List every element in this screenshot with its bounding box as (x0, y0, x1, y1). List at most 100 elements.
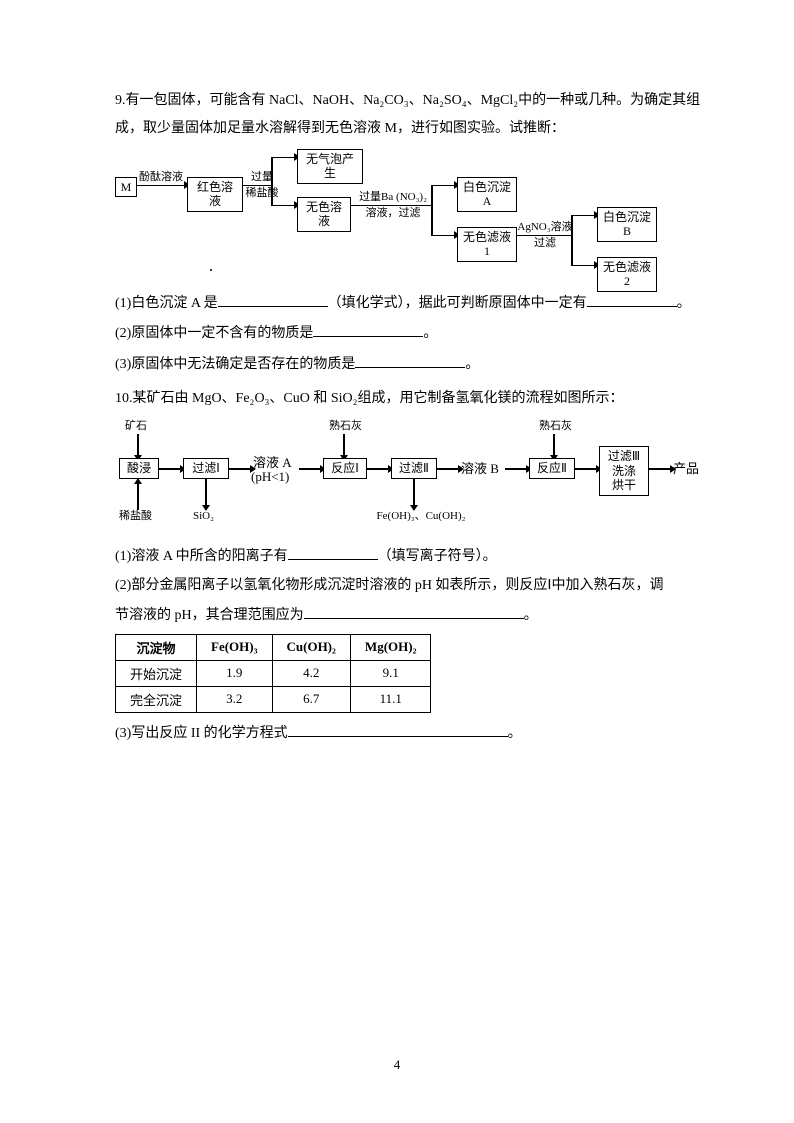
q9-albl-3a: 过量Ba (NO₃)₂ (353, 191, 433, 203)
q10-box-react1: 反应Ⅰ (323, 458, 367, 478)
q9-box-filtrate2: 无色滤液2 (597, 257, 657, 292)
q10-intro: 10.某矿石由 MgO、Fe₂O₃、CuO 和 SiO₂组成，用它制备氢氧化镁的… (115, 388, 704, 410)
q9-blank-1b[interactable] (587, 291, 677, 307)
q10-box-filter1: 过滤Ⅰ (183, 458, 229, 478)
q9-split-3 (571, 215, 573, 265)
q9-box-whiteB: 白色沉淀B (597, 207, 657, 242)
q9-arrow-7a (571, 215, 595, 217)
q10-arrow-hcl-head (134, 478, 142, 484)
q10-arrow-5 (437, 468, 459, 470)
q9-blank-3[interactable] (355, 352, 465, 368)
q10-p2b: 节溶液的 pH，其合理范围应为 (115, 608, 304, 623)
q9-blank-1a[interactable] (218, 291, 328, 307)
q9-split-2 (431, 185, 433, 235)
th1: Fe(OH)₃ (197, 634, 273, 660)
q10-solA2: (pH<1) (251, 470, 289, 484)
q9-albl-1: 酚酞溶液 (137, 171, 185, 183)
r1c1: 3.2 (197, 686, 273, 712)
q10-blank-1[interactable] (288, 544, 378, 560)
q9-box-red: 红色溶液 (187, 177, 243, 212)
q10-p2-line2: 节溶液的 pH，其合理范围应为 。 (115, 603, 704, 627)
q10-table: 沉淀物 Fe(OH)₃ Cu(OH)₂ Mg(OH)₂ 开始沉淀 1.9 4.2… (115, 634, 431, 713)
q9-p1c: 。 (677, 296, 691, 311)
q10-ore: 矿石 (125, 420, 147, 432)
q9-arrow-3b (271, 205, 295, 207)
q10-p3b: 。 (508, 726, 522, 741)
q9-p1b: （填化学式），据此可判断原固体中一定有 (328, 296, 587, 311)
q10-arrow-residue2 (413, 478, 415, 506)
q10-hcl: 稀盐酸 (119, 510, 152, 522)
q10-box-react2: 反应Ⅱ (529, 458, 575, 478)
q10-lime1: 熟石灰 (329, 420, 362, 432)
q9-p3: (3)原固体中无法确定是否存在的物质是。 (115, 352, 704, 376)
q10-arrow-ore (137, 434, 139, 456)
q9-box-m: M (115, 177, 137, 197)
q9-p1a: (1)白色沉淀 A 是 (115, 296, 218, 311)
th2: Cu(OH)₂ (272, 634, 350, 660)
q10-arrow-7 (575, 468, 597, 470)
q10-solB: 溶液 B (461, 462, 499, 476)
q9-albl-4a: AgNO₃溶液 (515, 221, 575, 233)
q9-arrow-3a (271, 157, 295, 159)
th0: 沉淀物 (116, 634, 197, 660)
q10-box-filter2: 过滤Ⅱ (391, 458, 437, 478)
q9-arrow-1 (137, 185, 185, 187)
q10-sio2: SiO₂ (193, 510, 214, 522)
q10-p1: (1)溶液 A 中所含的阳离子有 （填写离子符号）。 (115, 544, 704, 568)
q9-p2b: 。 (423, 326, 437, 341)
r0c2: 4.2 (272, 660, 350, 686)
page-number: 4 (0, 1057, 794, 1073)
q10-arrow-4 (367, 468, 389, 470)
q10-flowchart: 矿石 稀盐酸 酸浸 过滤Ⅰ SiO₂ 溶液 A (pH<1) 熟石灰 反应Ⅰ 过… (115, 418, 704, 538)
q10-final3: 烘干 (604, 478, 644, 492)
q10-final2: 洗涤 (604, 464, 644, 478)
table-row: 开始沉淀 1.9 4.2 9.1 (116, 660, 431, 686)
q10-final1: 过滤Ⅲ (604, 449, 644, 463)
r0c1: 1.9 (197, 660, 273, 686)
q10-residue2: Fe(OH)₃、Cu(OH)₂ (361, 510, 481, 522)
q10-product: 产品 (673, 462, 699, 476)
q10-p1b: （填写离子符号）。 (378, 549, 497, 564)
r0c3: 9.1 (350, 660, 431, 686)
q10-arrow-1 (159, 468, 181, 470)
q9-box-colorless: 无色溶液 (297, 197, 351, 232)
q10-box-acidleach: 酸浸 (119, 458, 159, 478)
q9-p3b: 。 (465, 357, 479, 372)
q10-box-final: 过滤Ⅲ 洗涤 烘干 (599, 446, 649, 495)
q10-p2a: (2)部分金属阳离子以氢氧化物形成沉淀时溶液的 pH 如表所示，则反应Ⅰ中加入熟… (115, 575, 704, 597)
q10-blank-2[interactable] (304, 603, 524, 619)
q10-arrow-hcl-line (137, 484, 139, 510)
q9-arrow-5a (431, 185, 455, 187)
q10-arrow-lime1 (343, 434, 345, 456)
q10-blank-3[interactable] (288, 721, 508, 737)
r1c3: 11.1 (350, 686, 431, 712)
q9-albl-2b: 稀盐酸 (243, 187, 281, 199)
q10-arrow-3 (299, 468, 321, 470)
q9-albl-2a: 过量 (243, 171, 281, 183)
q9-box-whiteA: 白色沉淀A (457, 177, 517, 212)
q9-p2: (2)原固体中一定不含有的物质是 。 (115, 321, 704, 345)
q10-p2c: 。 (524, 608, 538, 623)
q9-split-1 (271, 157, 273, 205)
q9-dot (210, 269, 212, 271)
q10-p1a: (1)溶液 A 中所含的阳离子有 (115, 549, 288, 564)
q9-albl-3b: 溶液，过滤 (353, 207, 433, 219)
q9-intro-2: 成，取少量固体加足量水溶解得到无色溶液 M，进行如图实验。试推断： (115, 118, 704, 140)
q9-intro-1: 9.有一包固体，可能含有 NaCl、NaOH、Na₂CO₃、Na₂SO₄、MgC… (115, 90, 704, 112)
q9-box-nogas: 无气泡产生 (297, 149, 363, 184)
q9-p1: (1)白色沉淀 A 是 （填化学式），据此可判断原固体中一定有 。 (115, 291, 704, 315)
q10-arrow-sio2 (205, 478, 207, 506)
q9-blank-2[interactable] (313, 321, 423, 337)
r1c0: 完全沉淀 (116, 686, 197, 712)
q9-flowchart: M 酚酞溶液 红色溶液 过量 稀盐酸 无气泡产生 无色溶液 过量Ba (NO₃)… (115, 149, 704, 279)
r0c0: 开始沉淀 (116, 660, 197, 686)
q10-lime2: 熟石灰 (539, 420, 572, 432)
q10-arrow-6 (505, 468, 527, 470)
q10-arrow-2 (229, 468, 251, 470)
q10-arrow-8 (649, 468, 671, 470)
r1c2: 6.7 (272, 686, 350, 712)
q9-arrow-7b (571, 265, 595, 267)
q10-arrow-lime2 (553, 434, 555, 456)
th3: Mg(OH)₂ (350, 634, 431, 660)
q9-p2a: (2)原固体中一定不含有的物质是 (115, 326, 313, 341)
